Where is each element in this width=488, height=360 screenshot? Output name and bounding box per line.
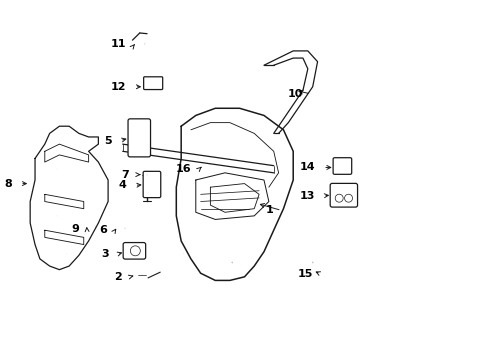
Text: 7: 7 [121,170,128,180]
Text: 12: 12 [111,82,126,92]
Text: 8: 8 [4,179,12,189]
Text: 1: 1 [265,206,273,216]
Text: 10: 10 [287,89,303,99]
FancyBboxPatch shape [143,171,161,198]
Text: 13: 13 [299,191,314,201]
Text: 16: 16 [175,164,190,174]
FancyBboxPatch shape [332,158,351,174]
Text: 4: 4 [119,180,126,190]
Text: 14: 14 [299,162,314,172]
Text: 9: 9 [71,224,79,234]
Text: 3: 3 [101,249,109,259]
FancyBboxPatch shape [329,183,357,207]
Text: 11: 11 [111,40,126,49]
Text: 5: 5 [104,136,112,145]
Text: 2: 2 [114,272,122,282]
Text: 6: 6 [99,225,107,235]
Text: 15: 15 [297,269,312,279]
FancyBboxPatch shape [123,243,145,259]
FancyBboxPatch shape [128,119,150,157]
FancyBboxPatch shape [143,77,163,90]
